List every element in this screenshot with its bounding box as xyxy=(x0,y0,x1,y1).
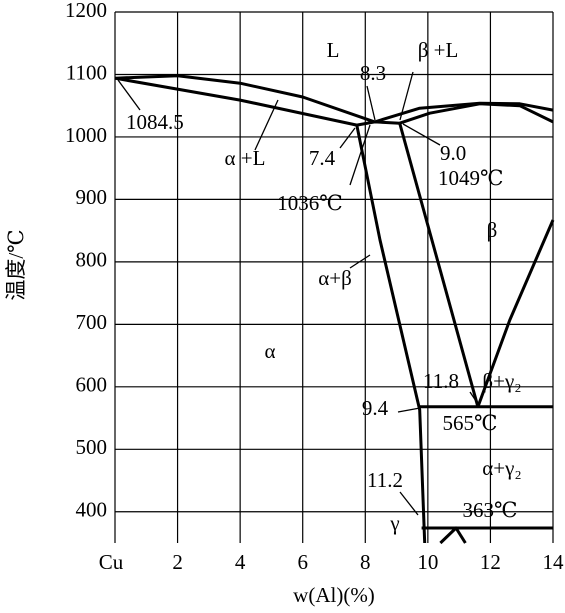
x-tick-label: 2 xyxy=(172,550,183,574)
leader xyxy=(397,407,421,413)
leader xyxy=(339,127,356,149)
x-tick-label: 4 xyxy=(235,550,246,574)
x-tick-label: 6 xyxy=(297,550,308,574)
y-tick-label: 500 xyxy=(76,435,108,459)
leader xyxy=(366,85,376,121)
annotation: 565℃ xyxy=(443,411,498,435)
x-tick-label: 12 xyxy=(480,550,501,574)
y-tick-label: 400 xyxy=(76,498,108,522)
y-tick-label: 600 xyxy=(76,373,108,397)
annotation: 1036℃ xyxy=(277,191,343,215)
y-axis-label: 温度/℃ xyxy=(4,229,28,300)
leader xyxy=(349,124,371,186)
annotation: β xyxy=(487,218,498,242)
phase-boundary xyxy=(399,102,554,125)
annotation: 1084.5 xyxy=(126,110,184,134)
annotation: L xyxy=(327,38,340,62)
y-tick-label: 700 xyxy=(76,310,108,334)
phase-boundary xyxy=(398,122,480,408)
phase-boundary xyxy=(114,76,358,127)
x-tick-label: 14 xyxy=(543,550,565,574)
phase-boundary xyxy=(476,219,555,408)
leader xyxy=(117,79,141,111)
x-tick-label: 10 xyxy=(417,550,438,574)
annotation: 7.4 xyxy=(309,146,336,170)
leader xyxy=(402,123,441,146)
annotation: α+γ₂ xyxy=(482,456,521,480)
phase-boundary xyxy=(439,526,467,545)
annotation: α xyxy=(264,339,275,363)
phase-boundary xyxy=(355,124,427,544)
y-tick-label: 1000 xyxy=(65,123,107,147)
annotation: 11.8 xyxy=(423,369,459,393)
y-tick-label: 1200 xyxy=(65,0,107,22)
y-tick-label: 900 xyxy=(76,185,108,209)
y-tick-label: 800 xyxy=(76,248,108,272)
annotation: 363℃ xyxy=(463,498,518,522)
annotation: γ xyxy=(389,511,399,535)
phase-boundary xyxy=(114,74,376,124)
annotation: 9.4 xyxy=(362,396,389,420)
annotation: 8.3 xyxy=(360,61,386,85)
annotation: 11.2 xyxy=(367,468,403,492)
annotation: β +L xyxy=(418,38,459,62)
annotation: 1049℃ xyxy=(438,166,504,190)
x-axis-label: w(Al)(%) xyxy=(293,583,375,607)
annotation: 9.0 xyxy=(440,141,466,165)
x-tick-label: Cu xyxy=(99,550,124,574)
leader-lines xyxy=(117,71,479,516)
x-tick-label: 8 xyxy=(360,550,371,574)
annotation: α +L xyxy=(225,146,266,170)
annotation: α+β xyxy=(318,266,352,290)
y-tick-label: 1100 xyxy=(66,60,107,84)
annotation: β+γ₂ xyxy=(482,369,521,393)
